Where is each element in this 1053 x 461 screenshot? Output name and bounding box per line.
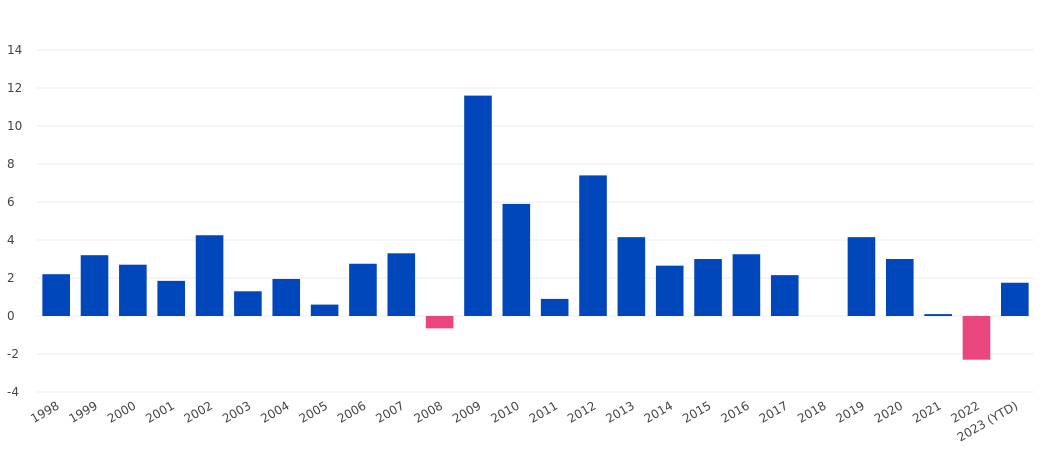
bar-2019 bbox=[847, 237, 876, 316]
y-axis-ticks: -4 -2 0 2 4 6 8 10 12 14 bbox=[7, 43, 22, 399]
x-tick-label: 2009 bbox=[450, 398, 483, 425]
x-tick-label: 2004 bbox=[258, 398, 291, 425]
x-tick-label: 2006 bbox=[335, 398, 368, 425]
bar-2020 bbox=[885, 259, 914, 316]
y-tick-label: 8 bbox=[7, 157, 15, 171]
x-tick-label: 2017 bbox=[757, 398, 790, 425]
bar-2013 bbox=[617, 237, 646, 316]
bar-2022 bbox=[962, 316, 991, 360]
x-tick-label: 2000 bbox=[105, 398, 138, 425]
bar-2010 bbox=[502, 203, 531, 316]
bar-2004 bbox=[272, 278, 301, 316]
bar-2017 bbox=[770, 275, 799, 316]
y-tick-label: 10 bbox=[7, 119, 22, 133]
x-tick-label: 2011 bbox=[527, 398, 560, 425]
bar-2023-ytd bbox=[1001, 282, 1029, 316]
x-tick-label: 2001 bbox=[143, 398, 176, 425]
y-tick-label: 14 bbox=[7, 43, 22, 57]
x-tick-label: 1999 bbox=[67, 398, 100, 425]
x-tick-label: 2021 bbox=[910, 398, 943, 425]
x-tick-label: 2007 bbox=[373, 398, 406, 425]
y-tick-label: 4 bbox=[7, 233, 15, 247]
bar-2001 bbox=[157, 280, 186, 316]
y-tick-label: 0 bbox=[7, 309, 15, 323]
y-tick-label: 6 bbox=[7, 195, 15, 209]
x-tick-label: 2020 bbox=[872, 398, 905, 425]
x-tick-label: 2014 bbox=[642, 398, 675, 425]
y-tick-label: 12 bbox=[7, 81, 22, 95]
bar-2014 bbox=[655, 265, 684, 316]
bar-2021 bbox=[924, 314, 952, 316]
y-tick-label: -4 bbox=[7, 385, 19, 399]
x-tick-label: 2002 bbox=[182, 398, 215, 425]
bar-2011 bbox=[540, 298, 569, 316]
x-axis-ticks: 1998 1999 2000 2001 2002 2003 2004 2005 2006 2007… bbox=[28, 398, 1020, 444]
bar-1998 bbox=[42, 274, 70, 316]
bar-2002 bbox=[195, 235, 224, 316]
bar-2008 bbox=[425, 316, 454, 329]
bar-2009 bbox=[464, 95, 492, 316]
bar-2016 bbox=[732, 254, 761, 316]
bar-2000 bbox=[119, 264, 147, 316]
bars bbox=[42, 95, 1029, 360]
x-tick-label: 2008 bbox=[412, 398, 445, 425]
bar-2012 bbox=[579, 175, 607, 316]
x-tick-label: 2012 bbox=[565, 398, 598, 425]
y-tick-label: -2 bbox=[7, 347, 19, 361]
x-tick-label: 2019 bbox=[833, 398, 866, 425]
bar-2003 bbox=[234, 291, 262, 316]
x-tick-label: 2010 bbox=[488, 398, 521, 425]
x-tick-label: 2013 bbox=[603, 398, 636, 425]
x-tick-label: 2003 bbox=[220, 398, 253, 425]
bar-1999 bbox=[80, 255, 109, 316]
x-tick-label: 2005 bbox=[297, 398, 330, 425]
x-tick-label: 1998 bbox=[28, 398, 61, 425]
x-tick-label: 2018 bbox=[795, 398, 828, 425]
bar-2006 bbox=[349, 263, 377, 316]
bar-2005 bbox=[310, 304, 339, 316]
x-tick-label: 2016 bbox=[718, 398, 751, 425]
bar-2007 bbox=[387, 253, 416, 316]
gridlines bbox=[37, 49, 1034, 393]
y-tick-label: 2 bbox=[7, 271, 15, 285]
bar-2015 bbox=[694, 259, 722, 316]
x-tick-label: 2015 bbox=[680, 398, 713, 425]
